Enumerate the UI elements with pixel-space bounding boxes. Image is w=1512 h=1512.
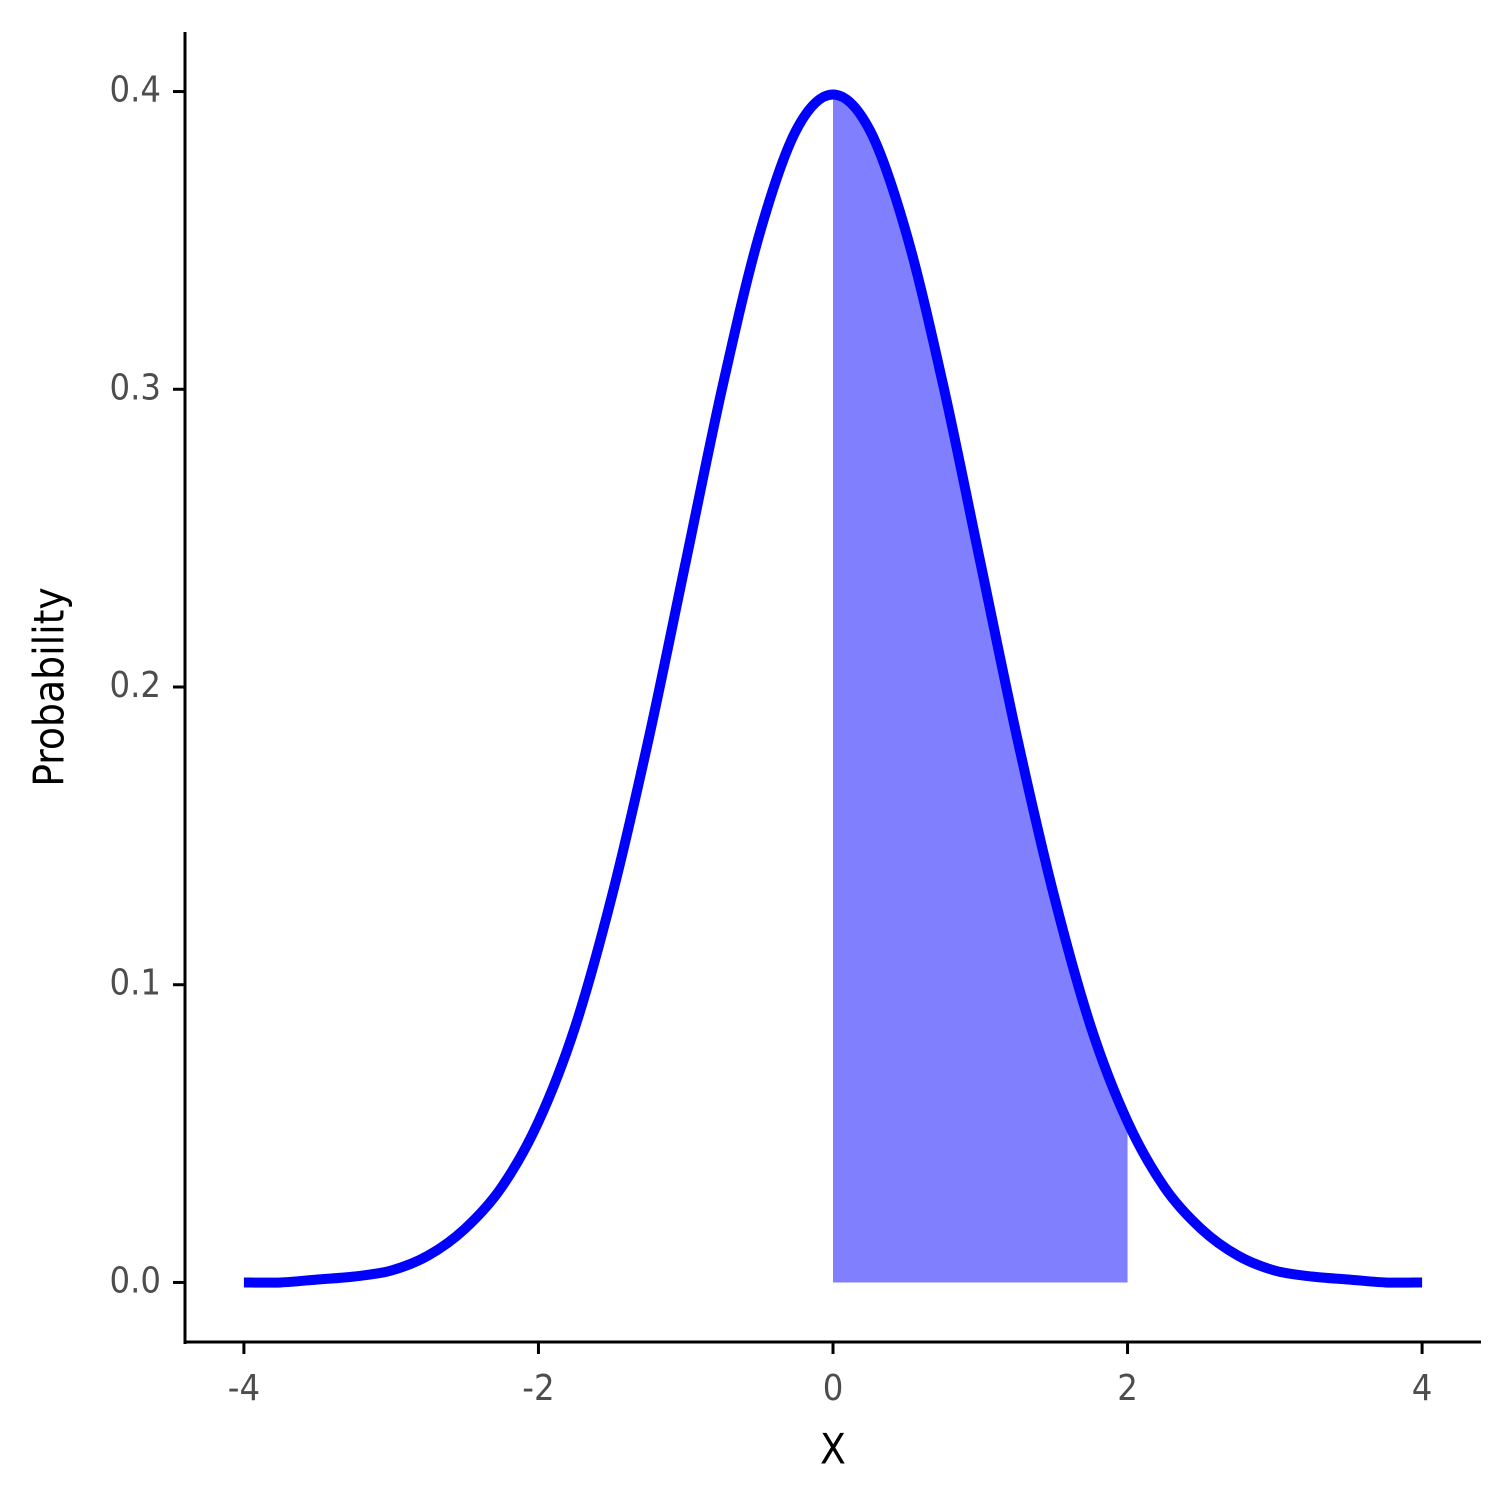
x-tick-label: 0: [823, 1368, 844, 1409]
x-tick-label: -4: [228, 1368, 260, 1409]
y-tick-label: 0.2: [110, 665, 162, 706]
y-tick-label: 0.1: [110, 963, 162, 1004]
y-tick-label: 0.4: [110, 70, 162, 111]
x-axis-title: X: [820, 1425, 846, 1474]
y-axis-title: Probability: [25, 587, 74, 787]
density-line: [243, 89, 1423, 1288]
y-tick-label: 0.3: [110, 367, 162, 408]
x-tick-label: -2: [522, 1368, 554, 1409]
y-tick-label: 0.0: [110, 1260, 162, 1301]
x-tick-label: 2: [1117, 1368, 1138, 1409]
shaded-area: [833, 94, 1128, 1283]
x-tick-label: 4: [1412, 1368, 1433, 1409]
